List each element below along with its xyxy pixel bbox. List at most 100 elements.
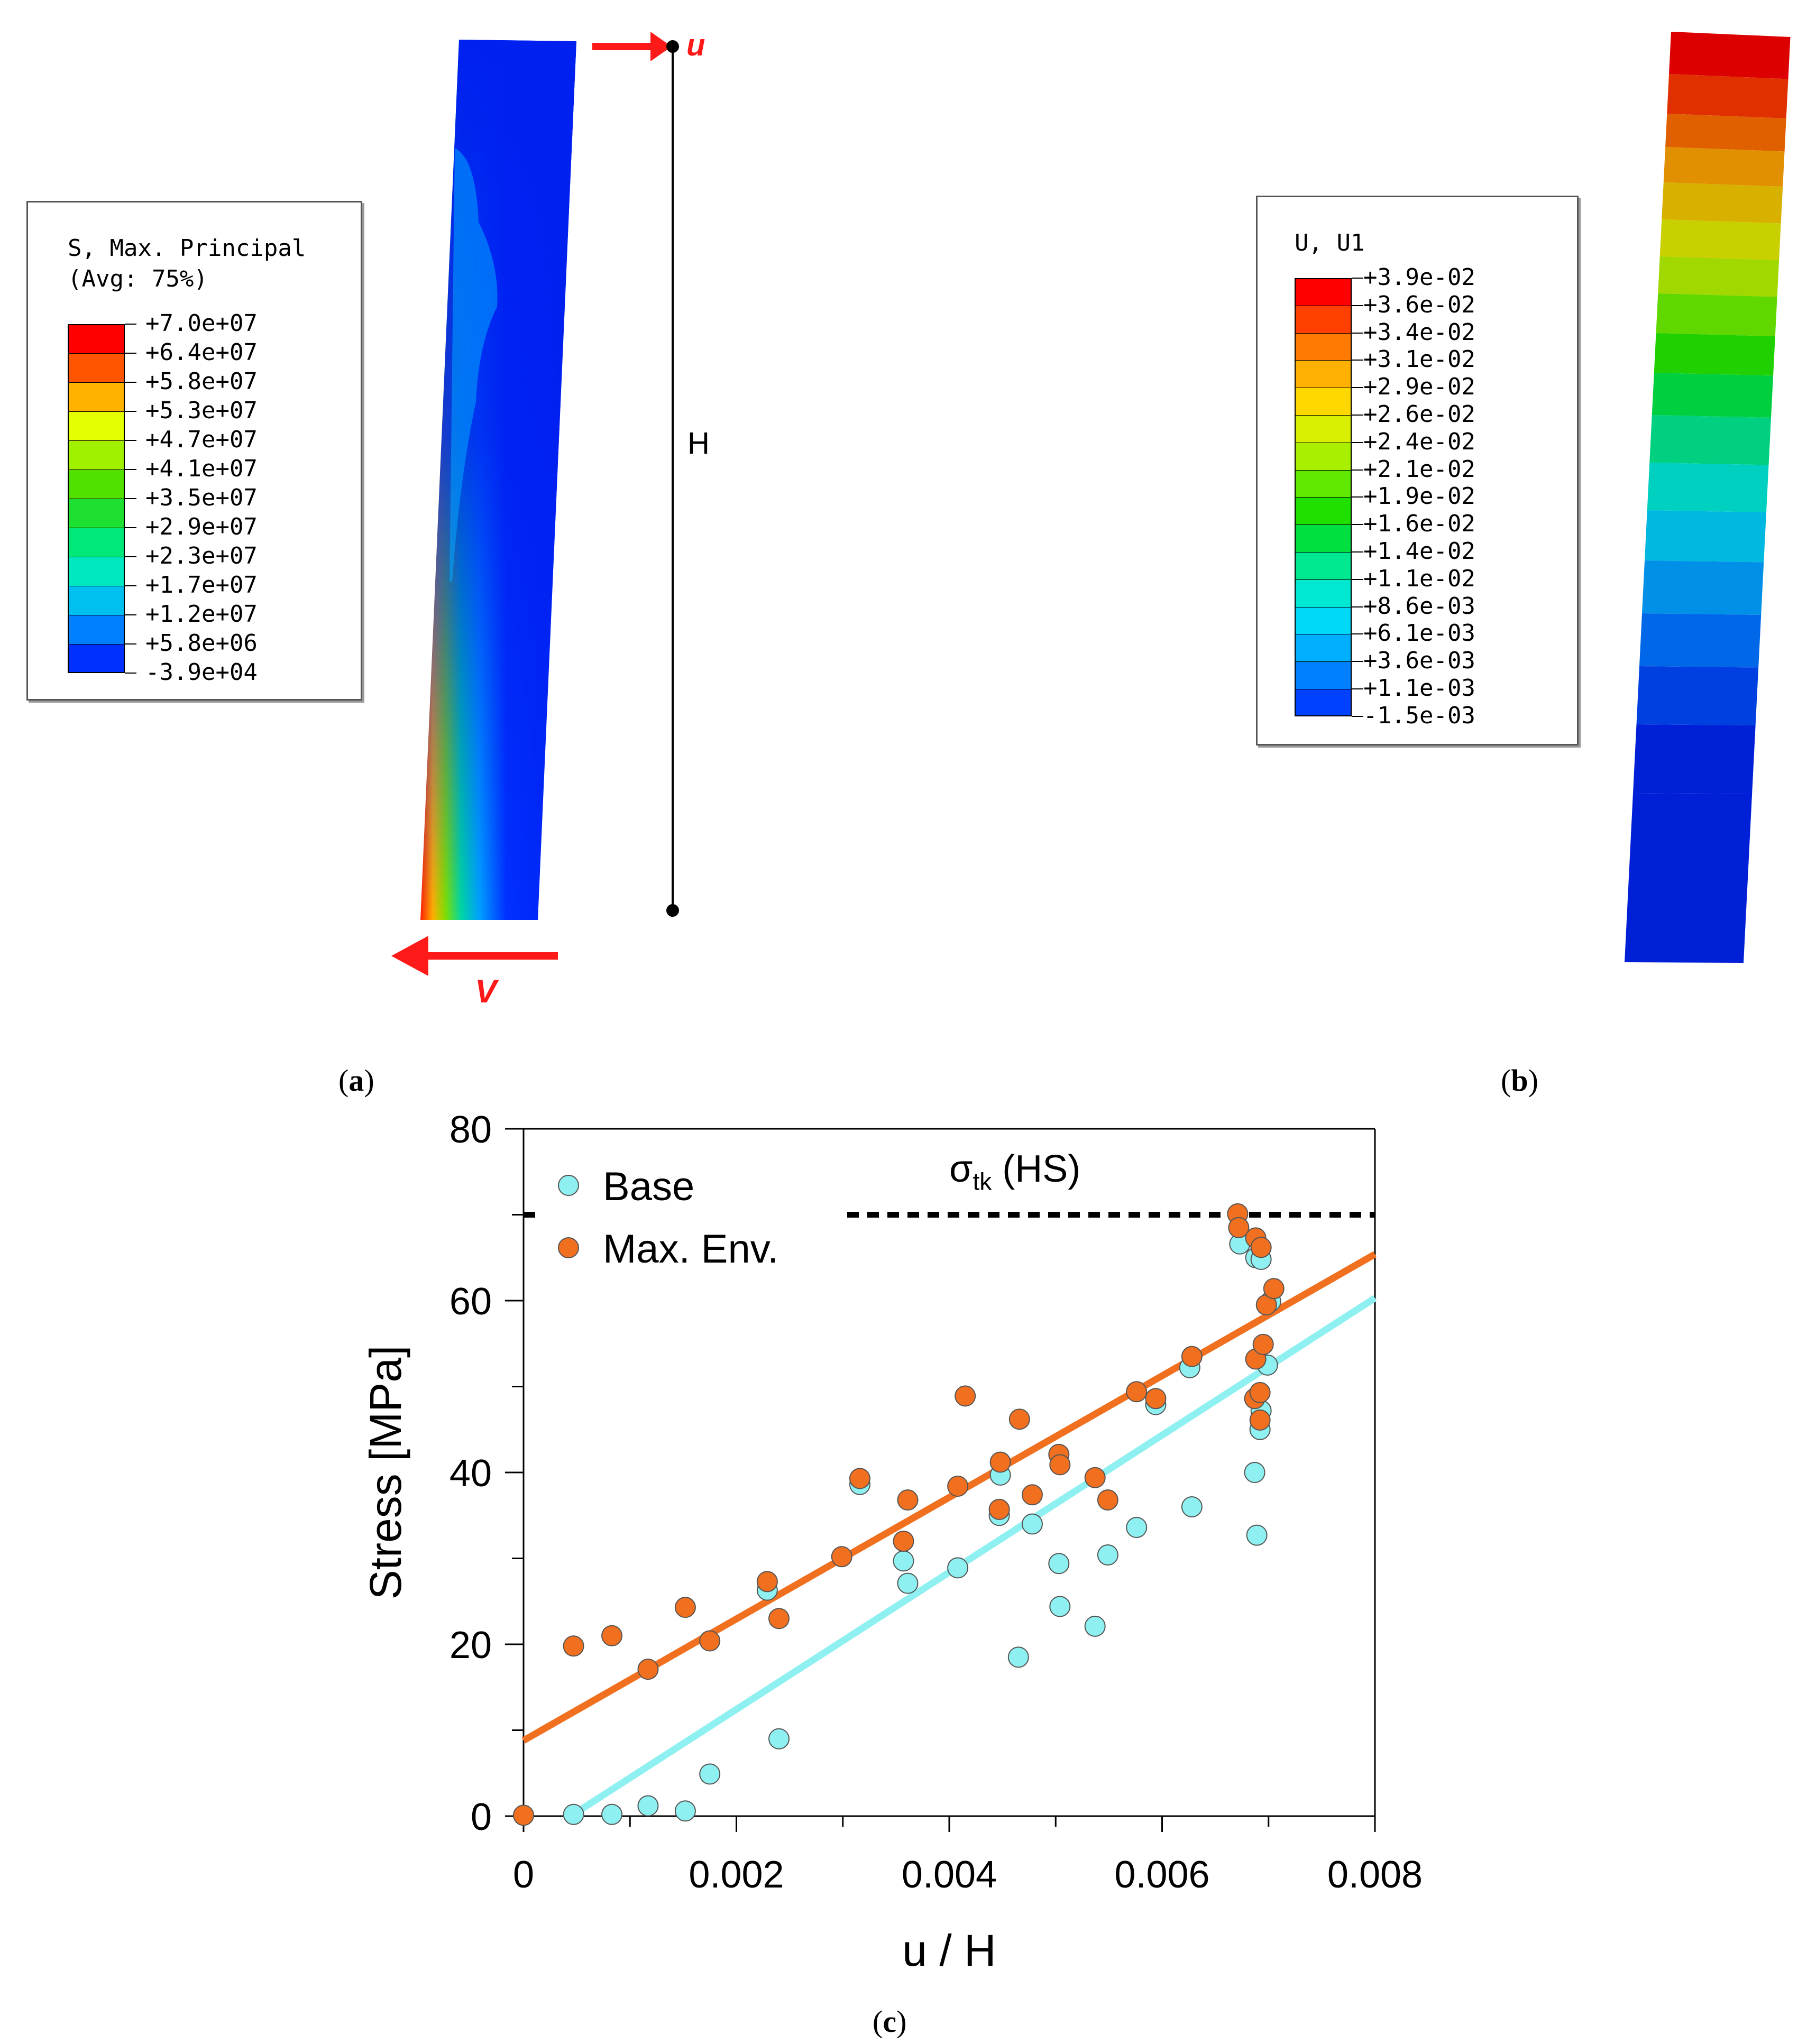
height-label: H [687, 426, 710, 461]
data-point-base [1021, 1513, 1043, 1535]
legend-b-value: +2.6e-02 [1363, 401, 1475, 428]
legend-a-swatch [68, 469, 125, 499]
beam-b-band [1645, 510, 1766, 563]
legend-label: Base [603, 1164, 694, 1209]
legend-b-value: +3.1e-02 [1363, 346, 1475, 373]
legend-b-tick [1352, 688, 1363, 689]
data-point-max-env [1252, 1333, 1274, 1355]
legend-b-tick [1352, 661, 1363, 662]
legend-label: Max. Env. [603, 1227, 778, 1272]
data-point-base [601, 1803, 623, 1825]
legend-b-tick [1352, 524, 1363, 526]
legend-a-tick [125, 643, 136, 644]
legend-b-swatch [1295, 661, 1352, 689]
legend-b-tick [1352, 360, 1363, 361]
data-point-max-env [637, 1659, 659, 1680]
legend-b-tick [1352, 441, 1363, 443]
data-point-max-env [1249, 1409, 1271, 1431]
arrow-u-label: u [686, 28, 705, 62]
legend-marker [558, 1237, 579, 1258]
legend-a-value: +5.3e+07 [145, 397, 258, 424]
legend-a-value: +5.8e+07 [145, 368, 258, 395]
legend-a-value: -3.9e+04 [145, 659, 258, 686]
beam-b-band [1658, 256, 1780, 297]
data-point-max-env [1021, 1484, 1043, 1506]
panel-a-letter: a [348, 1063, 364, 1098]
legend-b-swatch [1295, 415, 1352, 443]
legend-b-value: +8.6e-03 [1363, 592, 1475, 620]
data-point-base [897, 1572, 919, 1594]
beam-b-band [1652, 373, 1774, 418]
panel-a-label: (a) [338, 1063, 374, 1098]
panel-b-beam [1625, 32, 1791, 963]
legend-b-swatch [1295, 497, 1352, 525]
sigma-symbol: σ [949, 1148, 973, 1190]
legend-a-value: +1.7e+07 [145, 572, 258, 599]
legend-b-tick [1352, 305, 1363, 306]
beam-b-band [1642, 560, 1764, 615]
legend-a-swatch [68, 644, 125, 673]
legend-a-tick [125, 411, 136, 412]
data-point-max-env [1008, 1408, 1030, 1430]
legend-a-value: +2.3e+07 [145, 542, 258, 569]
data-point-max-env [989, 1451, 1011, 1473]
legend-a-swatch [68, 528, 125, 557]
legend-b-value: +1.1e-02 [1363, 565, 1475, 592]
panel-c-label: (c) [873, 2004, 907, 2039]
legend-b-title: U, U1 [1295, 229, 1365, 256]
panel-a-beam [420, 40, 576, 920]
beam-b-band [1669, 32, 1791, 79]
reference-line-annotation: σtk (HS) [949, 1147, 1080, 1195]
legend-a-tick [125, 324, 136, 325]
legend-b-swatch [1295, 442, 1352, 470]
data-point-base [563, 1803, 584, 1825]
legend-a-value: +5.8e+06 [145, 630, 258, 657]
data-point-base [1181, 1496, 1203, 1517]
panel-b-letter: b [1511, 1063, 1528, 1098]
data-point-max-env [955, 1385, 976, 1407]
data-point-base [893, 1550, 914, 1572]
data-point-max-env [1250, 1237, 1272, 1258]
legend-b-value: +3.6e-02 [1363, 291, 1475, 318]
data-point-base [1084, 1615, 1106, 1637]
data-point-base [1049, 1596, 1071, 1617]
legend-a-swatch [68, 615, 125, 644]
data-point-base [947, 1557, 969, 1579]
legend-a-swatch [68, 353, 125, 382]
data-point-base [1244, 1462, 1265, 1483]
legend-a-value: +7.0e+07 [145, 310, 258, 337]
legend-a-value: +4.1e+07 [145, 455, 258, 482]
panel-a-legend: S, Max. Principal (Avg: 75%) +7.0e+07 +6.… [26, 201, 362, 701]
data-point-max-env [756, 1571, 778, 1592]
stress-chart: 0 0.002 0.004 0.006 0.008 0 20 40 60 80 u / H Stres… [361, 1109, 1423, 1975]
legend-b-tick [1352, 606, 1363, 607]
legend-a-title-line1: S, Max. Principal [68, 235, 306, 262]
legend-a-tick [125, 614, 136, 615]
legend-b-swatch [1295, 552, 1352, 579]
legend-b-tick [1352, 278, 1363, 279]
legend-a-value: +4.7e+07 [145, 426, 258, 453]
legend-b-value: +2.1e-02 [1363, 455, 1475, 483]
legend-b-swatch [1295, 579, 1352, 607]
fit-line-base [573, 1295, 1377, 1817]
legend-b-swatch [1295, 524, 1352, 552]
data-point-max-env [1049, 1454, 1071, 1476]
legend-b-value: +3.4e-02 [1363, 318, 1475, 346]
data-point-max-env [897, 1489, 919, 1511]
data-point-max-env [1097, 1489, 1118, 1511]
data-point-max-env [1263, 1278, 1285, 1300]
y-tick-label: 80 [450, 1109, 492, 1151]
y-axis-label: Stress [MPa] [361, 1346, 410, 1600]
panel-b-label: (b) [1501, 1063, 1538, 1098]
height-dimension [666, 40, 679, 917]
legend-a-tick [125, 440, 136, 441]
data-point-base [1048, 1553, 1070, 1575]
sigma-subscript: tk [973, 1167, 992, 1195]
data-point-base [674, 1800, 696, 1822]
data-point-max-env [849, 1468, 870, 1489]
data-point-base [637, 1795, 659, 1817]
legend-a-swatch [68, 586, 125, 615]
arrow-v-label: V [475, 973, 497, 1010]
data-point-max-env [699, 1630, 721, 1652]
